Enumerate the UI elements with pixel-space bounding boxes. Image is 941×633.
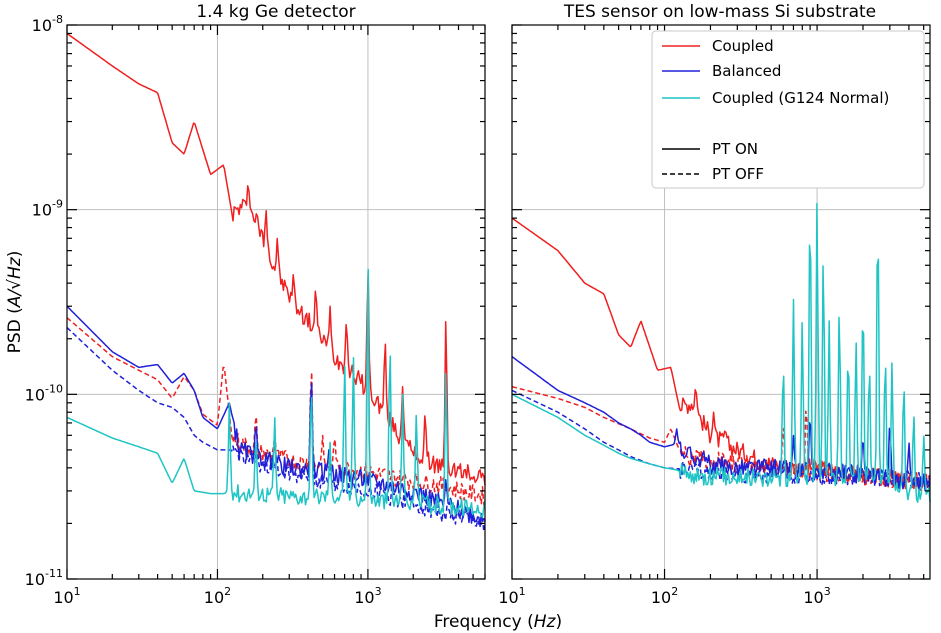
- legend-label: Balanced: [712, 62, 781, 80]
- left-plot-frame: [66, 24, 486, 580]
- x-axis-label: Frequency (Hz): [434, 612, 562, 632]
- y-tick-label: 10-11: [25, 567, 63, 589]
- series-line-g124-normal-pt-on: [66, 268, 486, 518]
- y-tick-label: 10-9: [32, 198, 63, 220]
- x-tick-label: 103: [803, 585, 830, 607]
- left-ticks: [66, 24, 486, 580]
- y-tick-label: 10-10: [25, 382, 63, 404]
- x-tick-label: 102: [651, 585, 678, 607]
- x-tick-label: 103: [354, 585, 381, 607]
- right-tick-labels: 101 102 103: [498, 585, 830, 607]
- series-line-balanced-pt-on: [66, 305, 486, 528]
- left-grid: [67, 25, 485, 579]
- series-line-g124-normal-pt-on: [511, 202, 931, 503]
- right-series-layer: [511, 202, 931, 503]
- right-panel: TES sensor on low-mass Si substrate 101 1…: [498, 2, 931, 607]
- legend-label: Coupled: [712, 37, 774, 55]
- x-tick-label: 101: [498, 585, 525, 607]
- right-panel-title: TES sensor on low-mass Si substrate: [563, 2, 876, 22]
- left-panel-title: 1.4 kg Ge detector: [196, 2, 355, 22]
- y-axis-label: PSD (A/√Hz): [5, 251, 25, 354]
- y-tick-label: 10-8: [32, 13, 63, 35]
- legend-label: PT ON: [712, 140, 758, 158]
- x-tick-label: 101: [53, 585, 80, 607]
- right-ticks: [511, 24, 930, 580]
- right-plot-frame: [511, 24, 931, 580]
- x-tick-label: 102: [204, 585, 231, 607]
- legend: Coupled Balanced Coupled (G124 Normal) PT O…: [651, 30, 925, 189]
- series-line-coupled-pt-on: [66, 32, 486, 486]
- legend-label: PT OFF: [712, 165, 764, 183]
- left-series-layer: [66, 32, 486, 533]
- legend-box: [651, 30, 925, 189]
- left-panel: 1.4 kg Ge detector 101 102 10310-1110-1010…: [25, 2, 486, 607]
- legend-label: Coupled (G124 Normal): [712, 89, 889, 107]
- series-line-coupled-pt-off: [511, 385, 931, 491]
- left-tick-labels: 101 102 103 10-11 10-10 10-9 10-8: [25, 13, 382, 607]
